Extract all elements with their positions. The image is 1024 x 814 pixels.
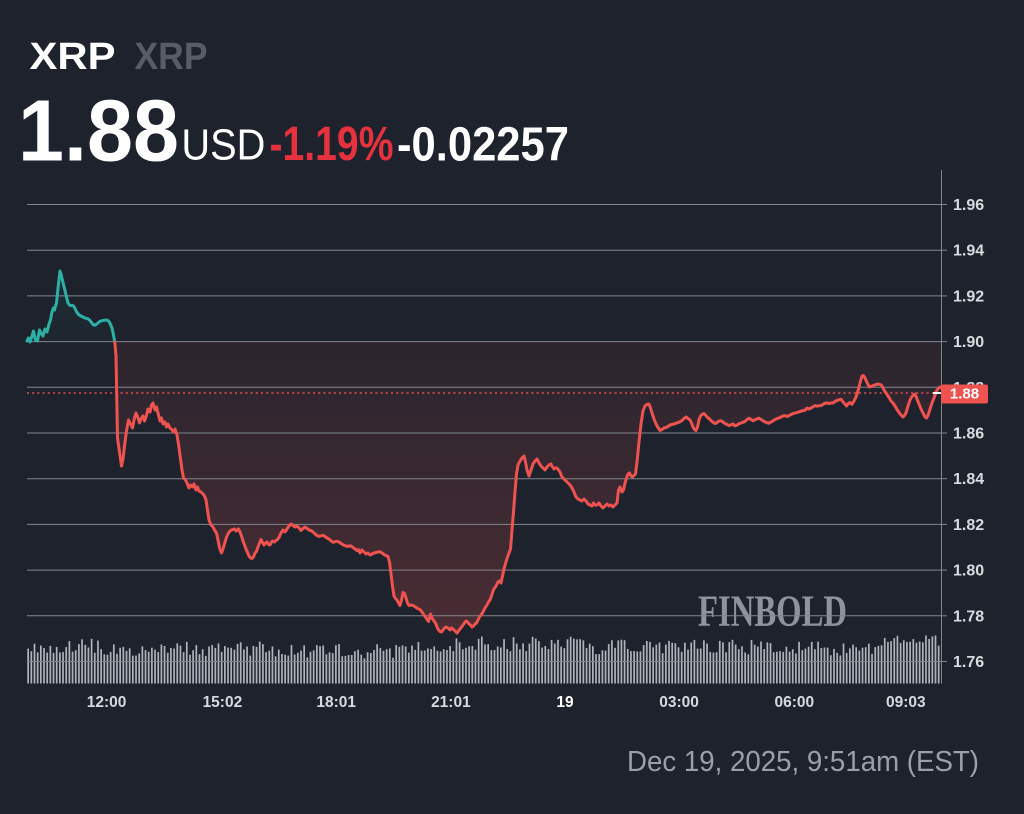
svg-text:XRP: XRP <box>30 36 116 78</box>
svg-text:USD: USD <box>181 121 265 170</box>
svg-text:1.92: 1.92 <box>953 288 984 305</box>
svg-text:1.86: 1.86 <box>953 426 984 443</box>
svg-text:Dec 19, 2025, 9:51am (EST): Dec 19, 2025, 9:51am (EST) <box>627 746 979 778</box>
svg-text:12:00: 12:00 <box>87 694 127 711</box>
svg-text:09:03: 09:03 <box>886 694 926 711</box>
svg-text:03:00: 03:00 <box>659 694 699 711</box>
svg-text:FINBOLD: FINBOLD <box>698 587 847 636</box>
svg-text:1.82: 1.82 <box>953 517 984 534</box>
svg-text:1.80: 1.80 <box>953 563 984 580</box>
svg-text:1.96: 1.96 <box>953 197 984 214</box>
svg-text:1.78: 1.78 <box>953 608 984 625</box>
svg-text:19: 19 <box>556 694 574 711</box>
svg-text:15:02: 15:02 <box>203 694 243 711</box>
svg-text:1.94: 1.94 <box>953 243 984 260</box>
svg-text:1.88: 1.88 <box>18 83 179 180</box>
svg-text:06:00: 06:00 <box>774 694 814 711</box>
svg-text:21:01: 21:01 <box>431 694 471 711</box>
svg-text:1.76: 1.76 <box>953 654 984 671</box>
svg-text:1.88: 1.88 <box>950 386 979 403</box>
svg-text:1.84: 1.84 <box>953 471 984 488</box>
svg-text:-0.02257: -0.02257 <box>397 118 569 172</box>
svg-text:XRP: XRP <box>135 36 208 78</box>
svg-text:-1.19%: -1.19% <box>270 117 394 171</box>
svg-text:18:01: 18:01 <box>316 694 356 711</box>
svg-text:1.90: 1.90 <box>953 334 984 351</box>
